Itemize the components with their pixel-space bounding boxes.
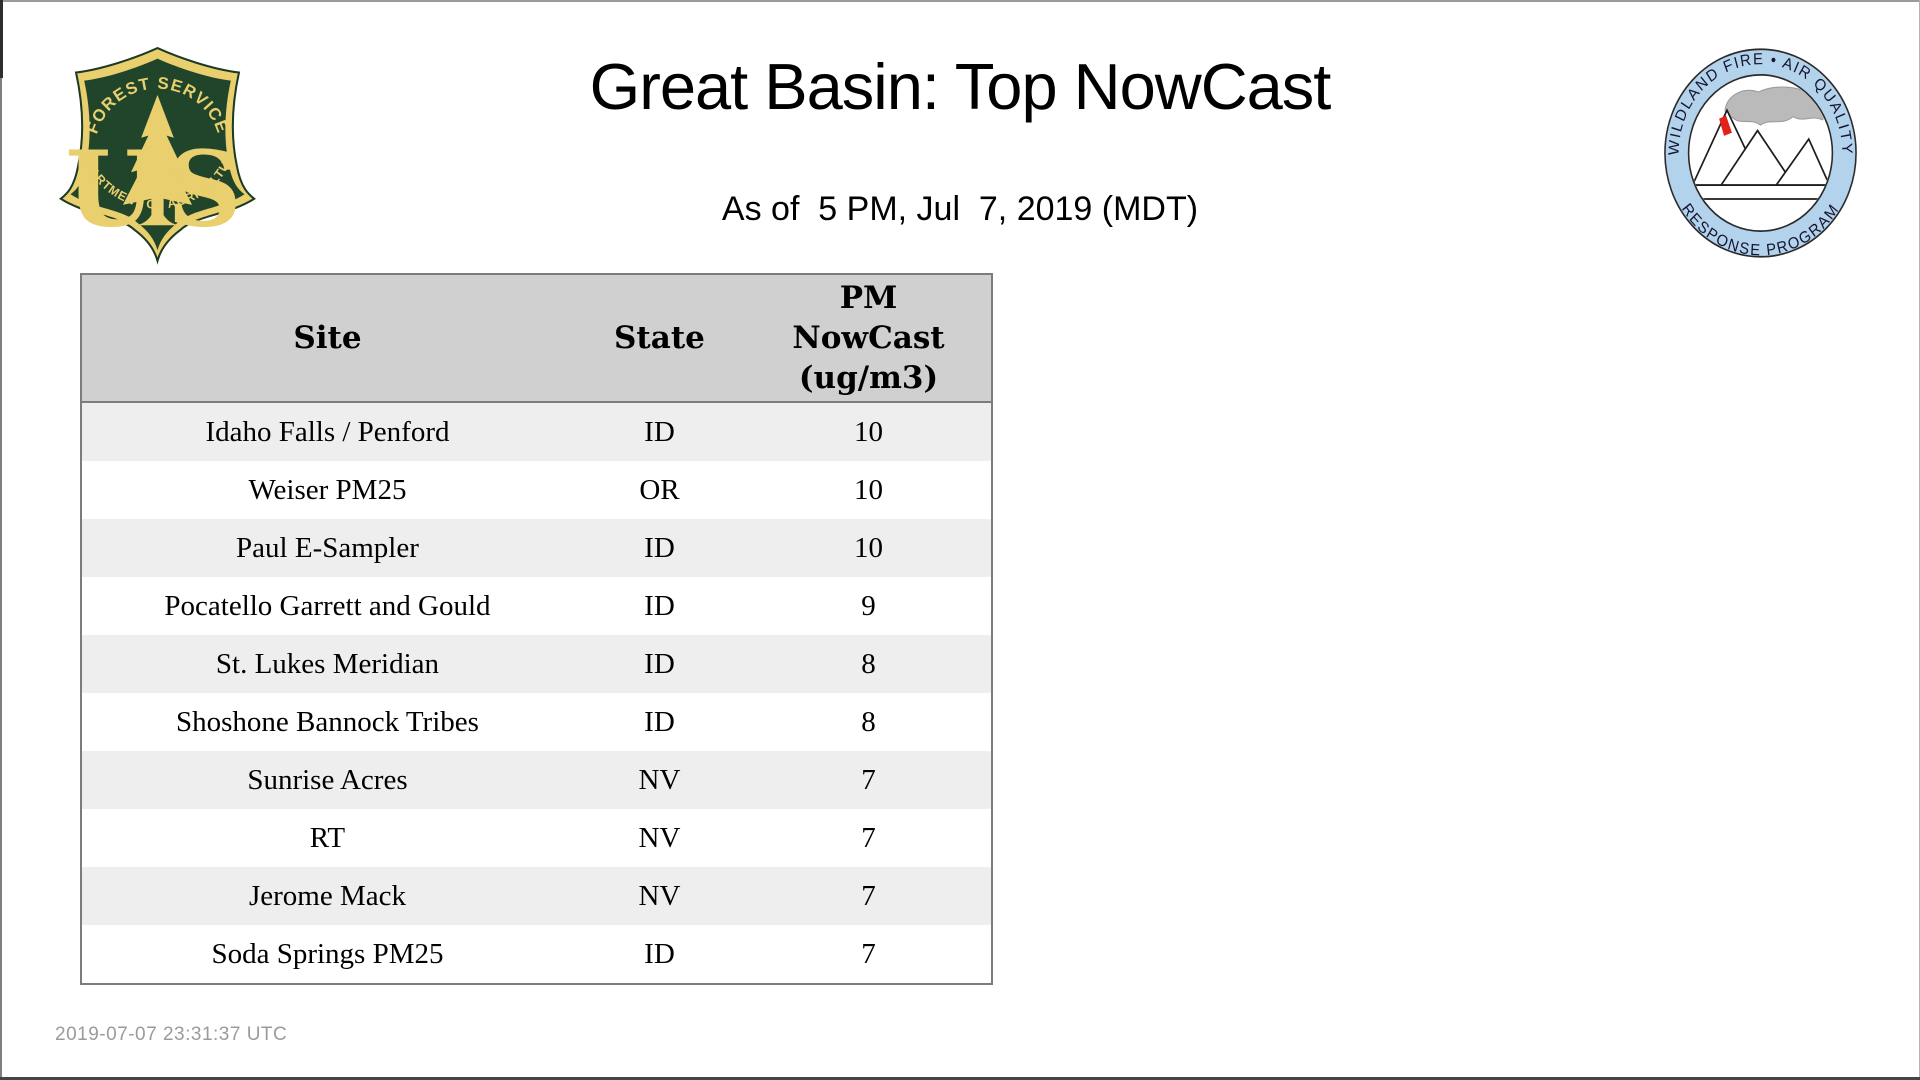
state-cell: NV <box>638 821 681 854</box>
page-border-left-cap <box>0 0 3 78</box>
col-header-site: Site <box>81 274 573 403</box>
site-cell: Soda Springs PM25 <box>211 937 444 970</box>
table-row: Jerome Mack NV 7 <box>81 867 992 925</box>
pm-cell: 10 <box>854 415 883 448</box>
page-subtitle: As of 5 PM, Jul 7, 2019 (MDT) <box>721 190 1199 228</box>
table-row: Pocatello Garrett and Gould ID 9 <box>81 577 992 635</box>
table-row: Sunrise Acres NV 7 <box>81 751 992 809</box>
pm-cell: 7 <box>861 763 876 796</box>
state-cell: OR <box>639 473 680 506</box>
site-cell: Sunrise Acres <box>247 763 408 796</box>
wildland-fire-air-quality-icon: WILDLAND FIRE • AIR QUALITY RESPONSE PRO… <box>1664 48 1857 260</box>
col-header-pm-nowcast: PM NowCast (ug/m3) <box>746 274 992 403</box>
table-row: St. Lukes Meridian ID 8 <box>81 635 992 693</box>
site-cell: Weiser PM25 <box>248 473 407 506</box>
state-cell: ID <box>644 937 675 970</box>
page-border-bottom <box>0 1077 1920 1080</box>
col-header-state: State <box>572 274 747 403</box>
site-cell: St. Lukes Meridian <box>215 647 440 680</box>
site-cell: Pocatello Garrett and Gould <box>164 589 491 622</box>
usfs-logo: U S FOREST SERVICE DEPARTMENT OF AGRICUL… <box>51 33 260 266</box>
table-row: Weiser PM25 OR 10 <box>81 461 992 519</box>
state-cell: ID <box>644 531 675 564</box>
pm-cell: 8 <box>861 647 876 680</box>
table-row: RT NV 7 <box>81 809 992 867</box>
state-cell: ID <box>644 415 675 448</box>
smoke-plume <box>1724 86 1826 126</box>
table-row: Idaho Falls / Penford ID 10 <box>81 402 992 461</box>
page-border-left <box>0 0 2 1080</box>
pm-cell: 7 <box>861 821 876 854</box>
site-cell: Idaho Falls / Penford <box>205 415 450 448</box>
pm-cell: 10 <box>854 473 883 506</box>
flame-icon <box>1719 115 1732 136</box>
state-cell: ID <box>644 589 675 622</box>
table-row: Paul E-Sampler ID 10 <box>81 519 992 577</box>
generated-timestamp: 2019-07-07 23:31:37 UTC <box>55 1024 288 1045</box>
site-cell: RT <box>309 821 346 854</box>
nowcast-table: Site State PM NowCast (ug/m3) Idaho Fall… <box>80 273 993 985</box>
pine-tree-icon <box>122 94 193 226</box>
table-row: Soda Springs PM25 ID 7 <box>81 925 992 984</box>
page-border-top <box>0 0 1920 2</box>
pm-cell: 10 <box>854 531 883 564</box>
site-cell: Jerome Mack <box>248 879 406 912</box>
site-cell: Paul E-Sampler <box>236 531 419 564</box>
table-row: Shoshone Bannock Tribes ID 8 <box>81 693 992 751</box>
site-cell: Shoshone Bannock Tribes <box>176 705 479 738</box>
state-cell: NV <box>638 763 681 796</box>
table-header: Site State PM NowCast (ug/m3) <box>81 274 992 403</box>
page-title: Great Basin: Top NowCast <box>589 50 1332 123</box>
pm-cell: 8 <box>861 705 876 738</box>
state-cell: NV <box>638 879 681 912</box>
state-cell: ID <box>644 647 675 680</box>
pm-cell: 9 <box>861 589 876 622</box>
wfaqrp-logo: WILDLAND FIRE • AIR QUALITY RESPONSE PRO… <box>1662 46 1859 260</box>
forest-service-shield-icon: U S FOREST SERVICE DEPARTMENT OF AGRICUL… <box>51 33 256 265</box>
state-cell: ID <box>644 705 675 738</box>
pm-cell: 7 <box>861 937 876 970</box>
pm-cell: 7 <box>861 879 876 912</box>
